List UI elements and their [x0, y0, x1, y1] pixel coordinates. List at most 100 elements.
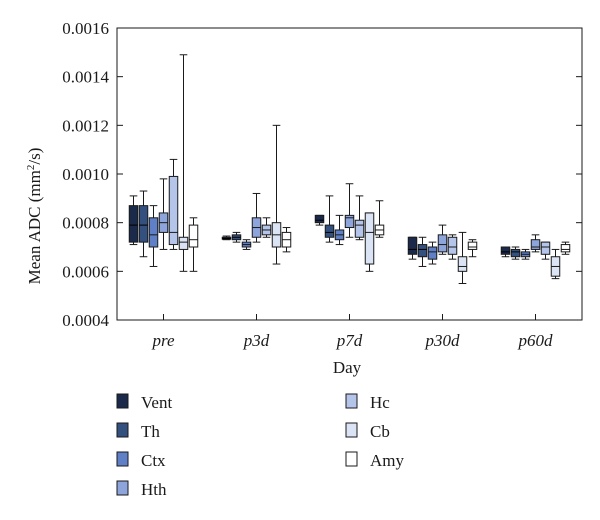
box-iqr	[178, 236, 189, 250]
box-vent-p3d	[221, 235, 232, 241]
box-amy-p30d	[467, 239, 478, 258]
legend-label: Ctx	[141, 451, 166, 470]
y-tick-label: 0.0012	[62, 116, 109, 135]
box-hc-p3d	[261, 217, 272, 238]
box-iqr	[437, 234, 448, 253]
x-axis: pre p3d p7d p30d p60d	[151, 314, 553, 350]
box-hth-p7d	[344, 183, 355, 238]
box-iqr	[344, 214, 355, 229]
box-iqr	[188, 224, 199, 248]
box-hth-p3d	[251, 192, 262, 243]
box-cb-p60d	[550, 248, 561, 280]
box-cb-p7d	[364, 212, 375, 272]
box-vent-pre	[128, 195, 139, 246]
legend-label: Vent	[141, 393, 172, 412]
box-th-p60d	[510, 246, 521, 260]
box-iqr	[364, 212, 375, 265]
box-iqr	[500, 246, 511, 255]
box-iqr	[168, 175, 179, 246]
y-tick-label: 0.0016	[62, 19, 109, 38]
box-ctx-p30d	[427, 241, 438, 265]
legend-item-ctx: Ctx	[116, 451, 166, 470]
box-ctx-pre	[148, 205, 159, 267]
box-iqr	[427, 246, 438, 260]
legend-label: Hth	[141, 480, 167, 499]
box-iqr	[530, 239, 541, 250]
legend-swatch	[345, 393, 358, 409]
x-tick-label: pre	[151, 331, 174, 350]
box-th-p3d	[231, 231, 242, 243]
box-hc-pre	[168, 158, 179, 250]
box-amy-p60d	[560, 241, 571, 255]
box-iqr	[314, 214, 325, 224]
y-tick-label: 0.0006	[62, 262, 109, 281]
box-hth-p30d	[437, 224, 448, 255]
box-hc-p30d	[447, 234, 458, 260]
legend: Vent Th Ctx Hth Hc Cb Amy	[116, 393, 405, 499]
box-vent-p7d	[314, 214, 325, 226]
box-iqr	[128, 205, 139, 243]
box-iqr	[560, 244, 571, 253]
legend-label: Hc	[370, 393, 390, 412]
box-iqr	[540, 241, 551, 255]
box-hth-pre	[158, 178, 169, 250]
legend-label: Amy	[370, 451, 405, 470]
box-vent-p30d	[407, 236, 418, 260]
legend-item-hth: Hth	[116, 480, 167, 499]
box-hc-p7d	[354, 195, 365, 241]
legend-item-th: Th	[116, 422, 160, 441]
box-iqr	[467, 241, 478, 250]
legend-swatch	[116, 422, 129, 438]
box-ctx-p60d	[520, 248, 531, 260]
legend-item-vent: Vent	[116, 393, 172, 412]
legend-swatch	[345, 422, 358, 438]
y-tick-label: 0.0010	[62, 165, 109, 184]
legend-swatch	[116, 451, 129, 467]
legend-swatch	[116, 393, 129, 409]
plot-frame-layer	[116, 27, 583, 321]
x-tick-label: p7d	[336, 331, 363, 350]
legend-label: Cb	[370, 422, 390, 441]
box-iqr	[138, 205, 149, 243]
x-tick-label: p3d	[243, 331, 270, 350]
box-amy-p7d	[374, 200, 385, 238]
box-amy-pre	[188, 217, 199, 272]
box-iqr	[510, 248, 521, 258]
x-tick-label: p60d	[518, 331, 554, 350]
box-iqr	[148, 217, 159, 248]
box-ctx-p3d	[241, 239, 252, 250]
box-cb-pre	[178, 54, 189, 272]
box-th-p30d	[417, 236, 428, 267]
box-iqr	[324, 224, 335, 238]
box-th-pre	[138, 190, 149, 258]
box-amy-p3d	[281, 227, 292, 253]
x-axis-title: Day	[333, 358, 362, 377]
box-iqr	[354, 219, 365, 238]
box-series-layer	[128, 54, 571, 284]
legend-swatch	[345, 451, 358, 467]
plot-frame	[116, 27, 583, 321]
y-axis: 0.0004 0.0006 0.0008 0.0010 0.0012 0.0014 0.00…	[62, 19, 582, 330]
box-iqr	[417, 244, 428, 258]
legend-swatch	[116, 480, 129, 496]
x-tick-label: p30d	[425, 331, 461, 350]
legend-item-amy: Amy	[345, 451, 405, 470]
y-tick-label: 0.0004	[62, 311, 109, 330]
box-cb-p3d	[271, 124, 282, 265]
y-axis-title: Mean ADC (mm2/s)	[25, 148, 44, 285]
box-ctx-p7d	[334, 214, 345, 246]
box-iqr	[447, 236, 458, 255]
box-iqr	[457, 256, 468, 272]
y-tick-label: 0.0008	[62, 214, 109, 233]
legend-item-cb: Cb	[345, 422, 390, 441]
box-cb-p30d	[457, 231, 468, 284]
legend-label: Th	[141, 422, 160, 441]
box-vent-p60d	[500, 246, 511, 258]
box-hc-p60d	[540, 241, 551, 260]
legend-item-hc: Hc	[345, 393, 390, 412]
box-iqr	[407, 236, 418, 255]
box-hth-p60d	[530, 234, 541, 253]
box-th-p7d	[324, 195, 335, 243]
